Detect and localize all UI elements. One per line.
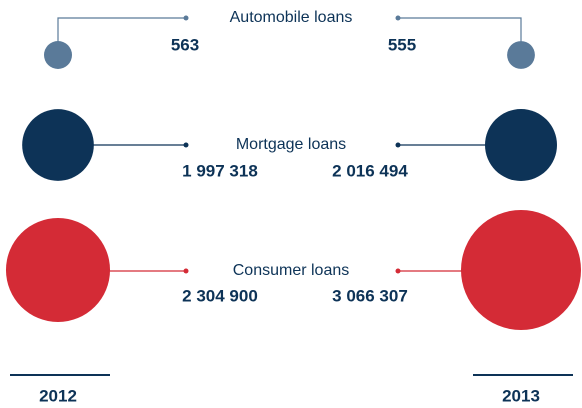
connector-dot (183, 15, 189, 21)
bubble (22, 109, 94, 181)
bubble (461, 210, 581, 330)
connector-dot (183, 142, 189, 148)
bubble (44, 41, 72, 69)
connector (57, 17, 186, 55)
value-label: 563 (171, 35, 199, 54)
category-label: Consumer loans (233, 262, 350, 279)
value-label: 1 997 318 (182, 161, 258, 180)
connector-dot (395, 15, 401, 21)
bubble (507, 41, 535, 69)
connector-dot (395, 268, 401, 274)
connector-dot (395, 142, 401, 148)
value-label: 555 (388, 35, 416, 54)
value-label: 3 066 307 (332, 286, 408, 305)
category-label: Mortgage loans (236, 136, 346, 153)
year-label: 2012 (39, 386, 77, 405)
connector-dot (183, 268, 189, 274)
value-label: 2 016 494 (332, 161, 408, 180)
year-label: 2013 (502, 386, 540, 405)
bubble (5, 217, 111, 323)
connector (398, 17, 522, 55)
category-label: Automobile loans (230, 9, 353, 26)
value-label: 2 304 900 (182, 286, 258, 305)
bubble (485, 109, 557, 181)
